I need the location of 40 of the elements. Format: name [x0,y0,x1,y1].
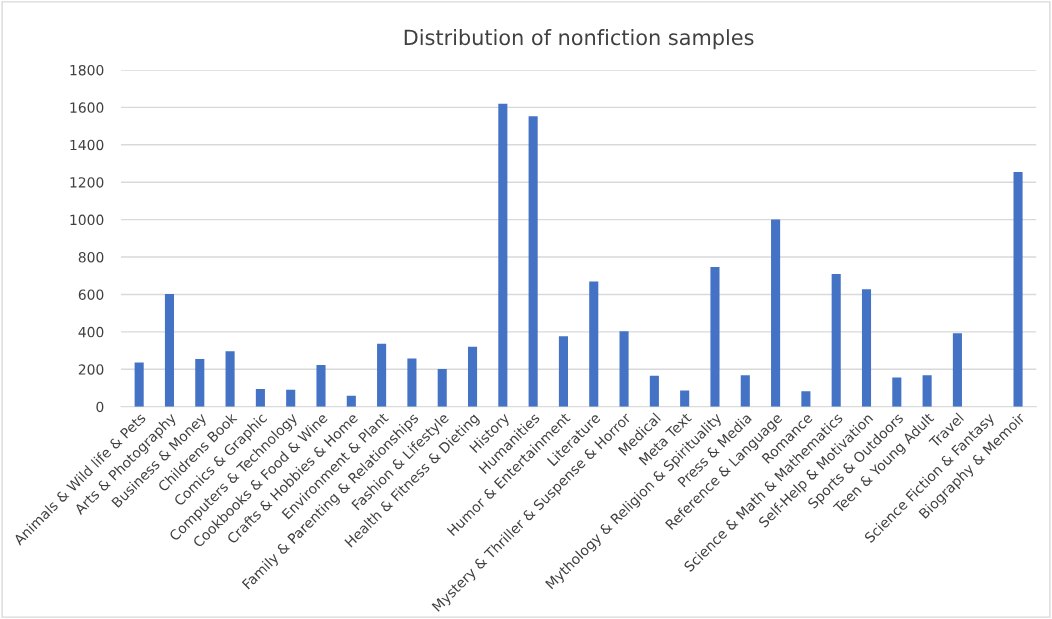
bar [771,219,781,407]
bar [1013,172,1023,407]
bar [225,351,235,407]
y-tick-label: 800 [78,251,104,263]
y-tick-label: 1400 [70,139,104,151]
y-tick-label: 600 [78,289,104,300]
bar [164,293,175,407]
bar [710,266,720,407]
bar [255,389,265,407]
bar [437,368,447,407]
bar [649,375,659,407]
bar [407,358,417,407]
y-tick-label: 0 [96,401,104,413]
bar [680,390,690,407]
bar [619,331,629,407]
bar [952,333,962,407]
bar [377,343,387,407]
bar [498,103,508,407]
y-tick-label: 1600 [70,102,104,113]
bar [316,364,326,407]
bar [831,274,841,407]
y-tick-label: 1000 [70,214,104,226]
bar [740,375,750,407]
bar [134,362,144,407]
bar [892,377,902,407]
y-tick-label: 200 [78,364,104,375]
bar [528,116,538,407]
bar [861,289,872,407]
y-tick-label: 400 [78,326,104,338]
chart-title: Distribution of nonfiction samples [404,29,754,50]
bar [346,395,356,407]
bar [195,358,205,407]
bar [558,336,568,407]
bar [922,375,932,407]
bar [286,389,296,407]
bar [589,281,599,407]
y-tick-label: 1200 [70,177,104,188]
bar [467,346,478,407]
y-tick-label: 1800 [70,64,104,76]
bar [801,391,811,407]
